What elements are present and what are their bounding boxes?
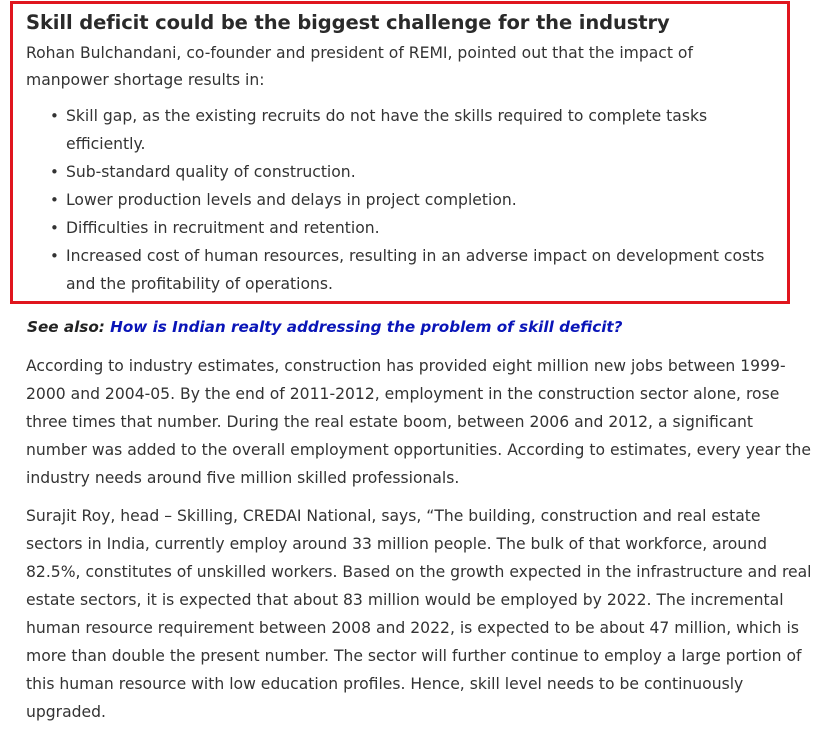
impact-list: • Skill gap, as the existing recruits do …	[26, 102, 775, 298]
list-item-text: Increased cost of human resources, resul…	[66, 247, 765, 293]
bullet-icon: •	[50, 219, 59, 237]
list-item-text: Lower production levels and delays in pr…	[66, 191, 517, 209]
list-item: • Difficulties in recruitment and retenti…	[26, 214, 775, 242]
list-item: • Sub-standard quality of construction.	[26, 158, 775, 186]
list-item-text: Difficulties in recruitment and retentio…	[66, 219, 380, 237]
bullet-icon: •	[50, 107, 59, 125]
section-intro: Rohan Bulchandani, co-founder and presid…	[26, 44, 693, 89]
bullet-icon: •	[50, 247, 59, 265]
bullet-icon: •	[50, 191, 59, 209]
list-item: • Skill gap, as the existing recruits do …	[26, 102, 775, 158]
body-paragraph: Surajit Roy, head – Skilling, CREDAI Nat…	[26, 507, 812, 721]
list-item: • Increased cost of human resources, resu…	[26, 242, 775, 298]
section-heading: Skill deficit could be the biggest chall…	[26, 11, 670, 34]
see-also-label: See also:	[27, 318, 105, 336]
see-also: See also: How is Indian realty addressin…	[27, 315, 622, 339]
body-paragraph: According to industry estimates, constru…	[26, 357, 812, 487]
list-item-text: Skill gap, as the existing recruits do n…	[66, 107, 708, 153]
see-also-link[interactable]: How is Indian realty addressing the prob…	[110, 318, 623, 336]
list-item: • Lower production levels and delays in p…	[26, 186, 775, 214]
highlighted-section: Skill deficit could be the biggest chall…	[10, 1, 790, 304]
bullet-icon: •	[50, 163, 59, 181]
list-item-text: Sub-standard quality of construction.	[66, 163, 356, 181]
